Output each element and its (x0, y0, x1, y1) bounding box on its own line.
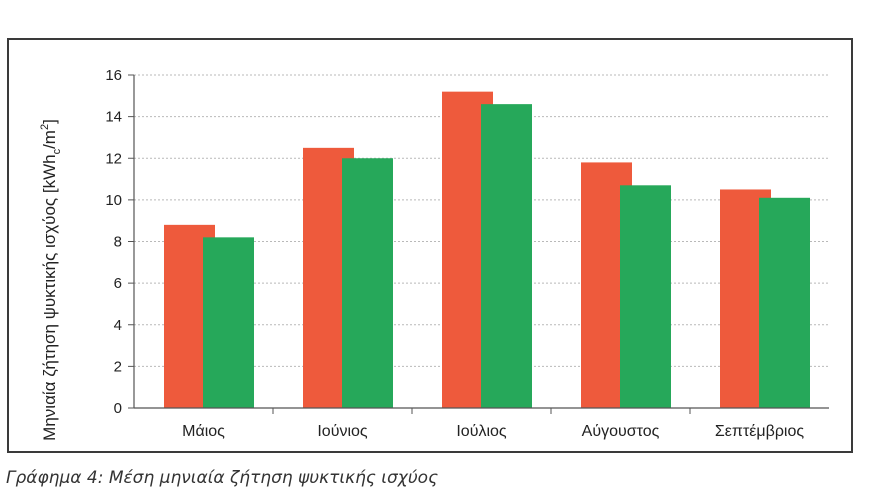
bars (164, 91, 810, 409)
bar-series2 (759, 197, 810, 408)
x-tick-label: Σεπτέμβριος (715, 423, 804, 440)
y-tick-label: 2 (114, 358, 122, 375)
y-tick-label: 16 (105, 67, 122, 84)
figure-caption: Γράφημα 4: Μέση μηνιαία ζήτηση ψυκτικής … (6, 468, 439, 488)
x-tick-label: Ιούλιος (456, 423, 507, 440)
x-tick-label: Μάιος (182, 423, 225, 440)
bar-series2 (342, 158, 393, 408)
x-tick-label: Ιούνιος (317, 423, 368, 440)
y-tick-label: 0 (114, 400, 122, 417)
y-tick-label: 14 (105, 109, 122, 126)
bar-series2 (481, 104, 532, 408)
x-tick-label: Αύγουστος (582, 423, 660, 440)
y-tick-label: 8 (114, 234, 122, 251)
bar-series2 (620, 185, 671, 408)
axes: 0 2 4 6 8 10 12 14 16 Μάιος Ιούνιος Ιούλιος Αύγουστο… (105, 67, 829, 440)
y-tick-label: 6 (114, 275, 122, 292)
bar-chart: 0 2 4 6 8 10 12 14 16 Μάιος Ιούνιος Ιούλιος Αύγουστο… (39, 67, 829, 441)
bar-series2 (203, 237, 254, 408)
y-tick-label: 4 (114, 317, 122, 334)
chart-frame: 0 2 4 6 8 10 12 14 16 Μάιος Ιούνιος Ιούλιος Αύγουστο… (7, 38, 853, 453)
y-tick-label: 10 (105, 192, 122, 209)
y-axis-label: Μηνιαία ζήτηση ψυκτικής ισχύος [kWhc/m2] (39, 119, 63, 441)
y-tick-label: 12 (105, 150, 122, 167)
